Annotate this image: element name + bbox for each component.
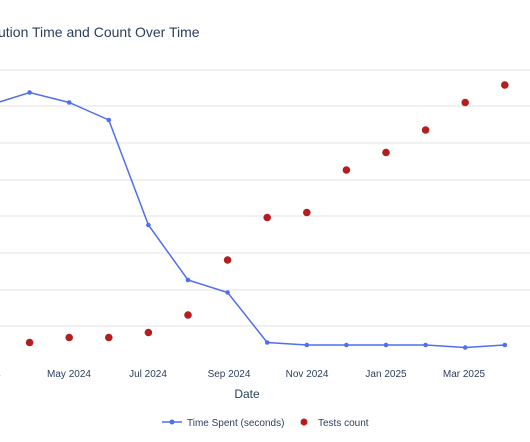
x-axis-title: Date [234, 387, 260, 401]
time-spent-point-6[interactable] [225, 290, 230, 295]
time-spent-point-7[interactable] [264, 340, 270, 345]
tests-count-point-8[interactable] [303, 208, 311, 217]
tests-count-point-5[interactable] [184, 311, 192, 319]
tests-count-point-9[interactable] [342, 166, 351, 174]
time-spent-point-12[interactable] [462, 345, 468, 350]
x-tick-label-3: Sep 2024 [208, 369, 251, 380]
tests-count-point-12[interactable] [461, 98, 470, 107]
time-spent-point-4[interactable] [146, 222, 151, 228]
legend-dot-icon [300, 418, 308, 426]
tests-count-point-4[interactable] [144, 328, 153, 337]
series-tests-count [25, 81, 509, 347]
time-spent-point-2[interactable] [66, 100, 72, 105]
legend-marker-icon [169, 419, 175, 425]
x-tick-label-6: Mar 2025 [443, 369, 486, 380]
time-spent-point-10[interactable] [383, 342, 389, 348]
time-spent-point-1[interactable] [27, 90, 32, 95]
x-tick-label-2: Jul 2024 [129, 369, 167, 380]
legend-label-time: Time Spent (seconds) [187, 418, 284, 429]
tests-count-point-1[interactable] [25, 338, 34, 347]
x-tick-label-0: 24 [0, 369, 1, 380]
series-time-spent [0, 90, 508, 350]
time-spent-point-11[interactable] [423, 342, 428, 348]
legend: Time Spent (seconds) Tests count [162, 418, 369, 429]
gridlines [0, 69, 530, 327]
time-spent-line [0, 91, 505, 349]
chart-title: ution Time and Count Over Time [0, 24, 200, 40]
tests-count-point-3[interactable] [105, 333, 113, 342]
tests-count-point-2[interactable] [65, 333, 73, 342]
legend-item-tests[interactable]: Tests count [300, 418, 369, 429]
legend-item-time[interactable]: Time Spent (seconds) [162, 418, 284, 429]
tests-count-point-11[interactable] [421, 126, 430, 134]
tests-count-point-7[interactable] [263, 213, 272, 222]
time-spent-point-3[interactable] [106, 117, 112, 123]
tests-count-point-13[interactable] [501, 81, 509, 89]
x-tick-label-5: Jan 2025 [365, 369, 407, 380]
tests-count-point-6[interactable] [223, 256, 232, 264]
time-spent-point-9[interactable] [344, 342, 349, 348]
x-axis-ticks: 24 May 2024 Jul 2024 Sep 2024 Nov 2024 Jan 20… [0, 369, 486, 380]
x-tick-label-4: Nov 2024 [286, 369, 329, 380]
tests-count-point-10[interactable] [382, 148, 390, 157]
time-spent-point-8[interactable] [304, 342, 310, 348]
legend-label-tests: Tests count [318, 418, 369, 429]
x-tick-label-1: May 2024 [47, 369, 91, 380]
time-spent-point-5[interactable] [185, 277, 191, 283]
time-spent-point-13[interactable] [502, 342, 508, 348]
